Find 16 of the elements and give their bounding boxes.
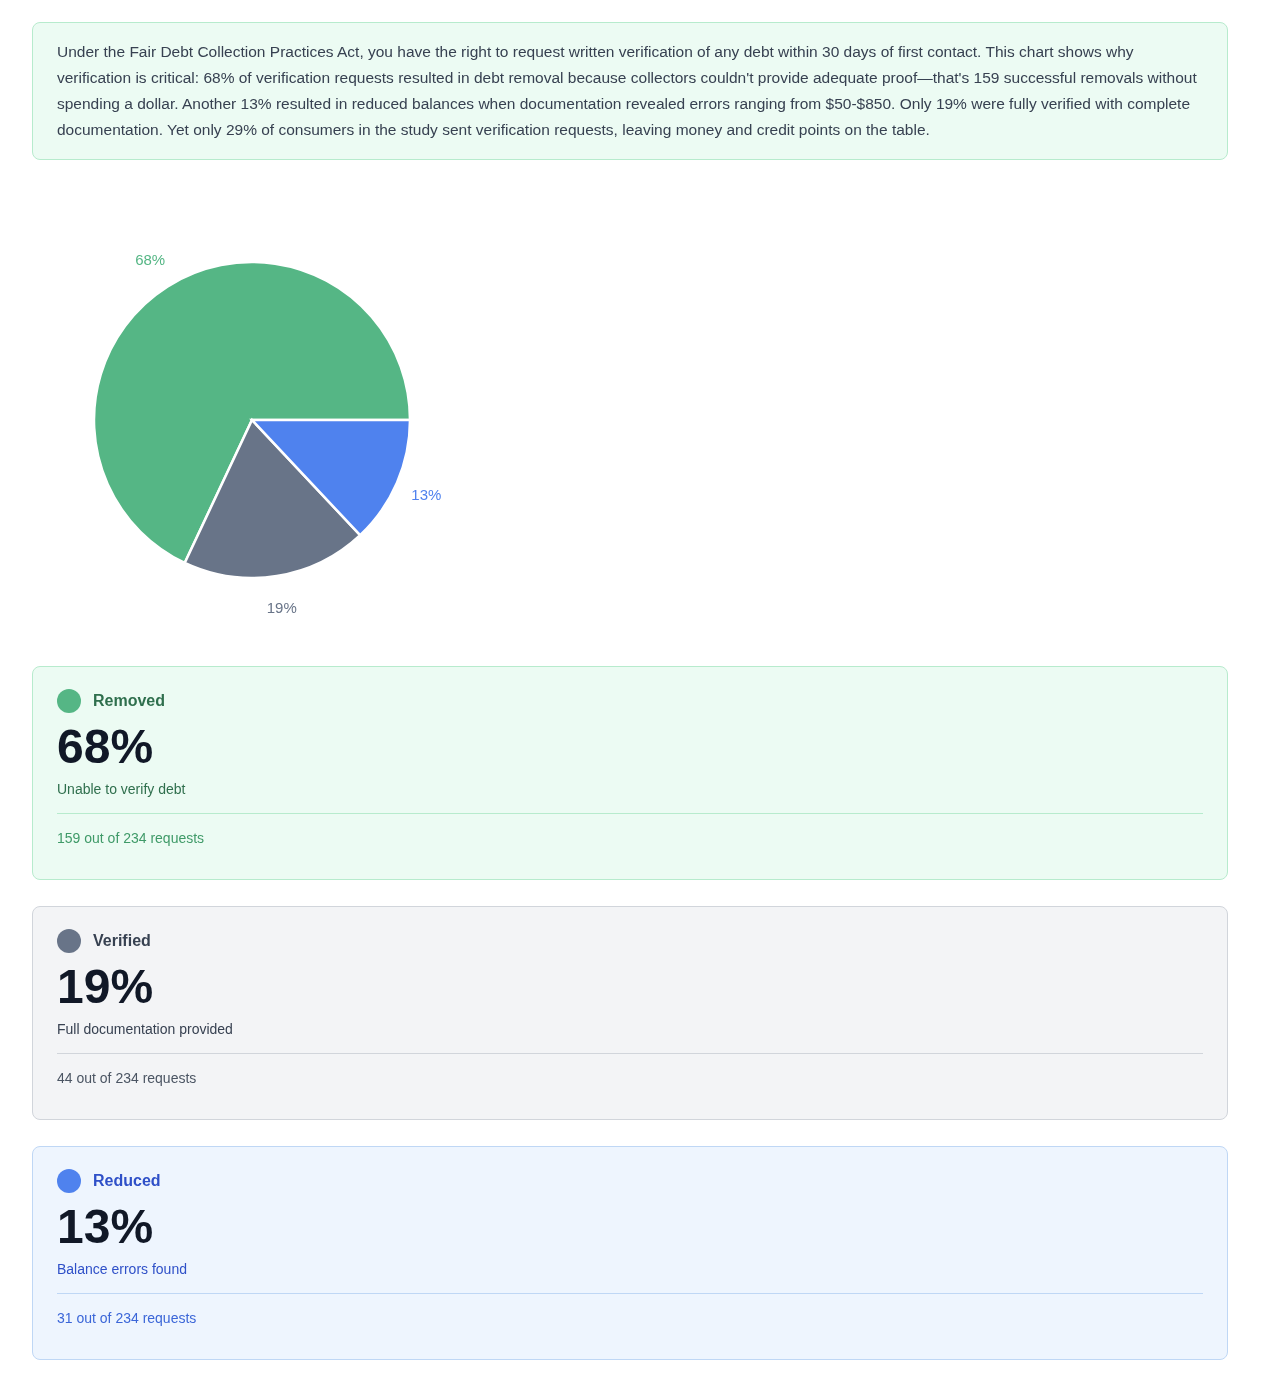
text: Full documentation provided bbox=[57, 1021, 234, 1037]
text: 31 out of 234 requests bbox=[57, 1293, 1203, 1326]
text: 159 out of 234 requests bbox=[57, 813, 1203, 846]
data-label: 19% bbox=[266, 598, 297, 616]
text: Balance errors found bbox=[57, 1261, 188, 1277]
data-label: 68% bbox=[135, 250, 166, 268]
text: 13% bbox=[57, 1200, 154, 1253]
text: Unable to verify debt bbox=[57, 781, 187, 797]
text: 44 out of 234 requests bbox=[57, 1053, 1203, 1086]
text: 19% bbox=[57, 960, 154, 1013]
legend-label: Removed bbox=[93, 692, 166, 710]
legend-label: Reduced bbox=[93, 1172, 161, 1190]
text: 68% bbox=[57, 720, 154, 773]
legend-label: Verified bbox=[93, 932, 151, 950]
data-label: 13% bbox=[411, 486, 442, 504]
text: Under the Fair Debt Collection Practices Act, you have the right to request written verification of any debt within 30 days of first contact. This chart shows why verification is critical: 68% of verification requests resulted in debt removal because collectors couldn't provide adequate proof—that's 159 successful removals without spending a dollar. Another 13% resulted in reduced balances when documentation revealed errors ranging from $50-$850. Only 19% were fully verified with complete documentation. Yet only 29% of consumers in the study sent verification requests, leaving money and credit points on the table. bbox=[32, 22, 1228, 160]
